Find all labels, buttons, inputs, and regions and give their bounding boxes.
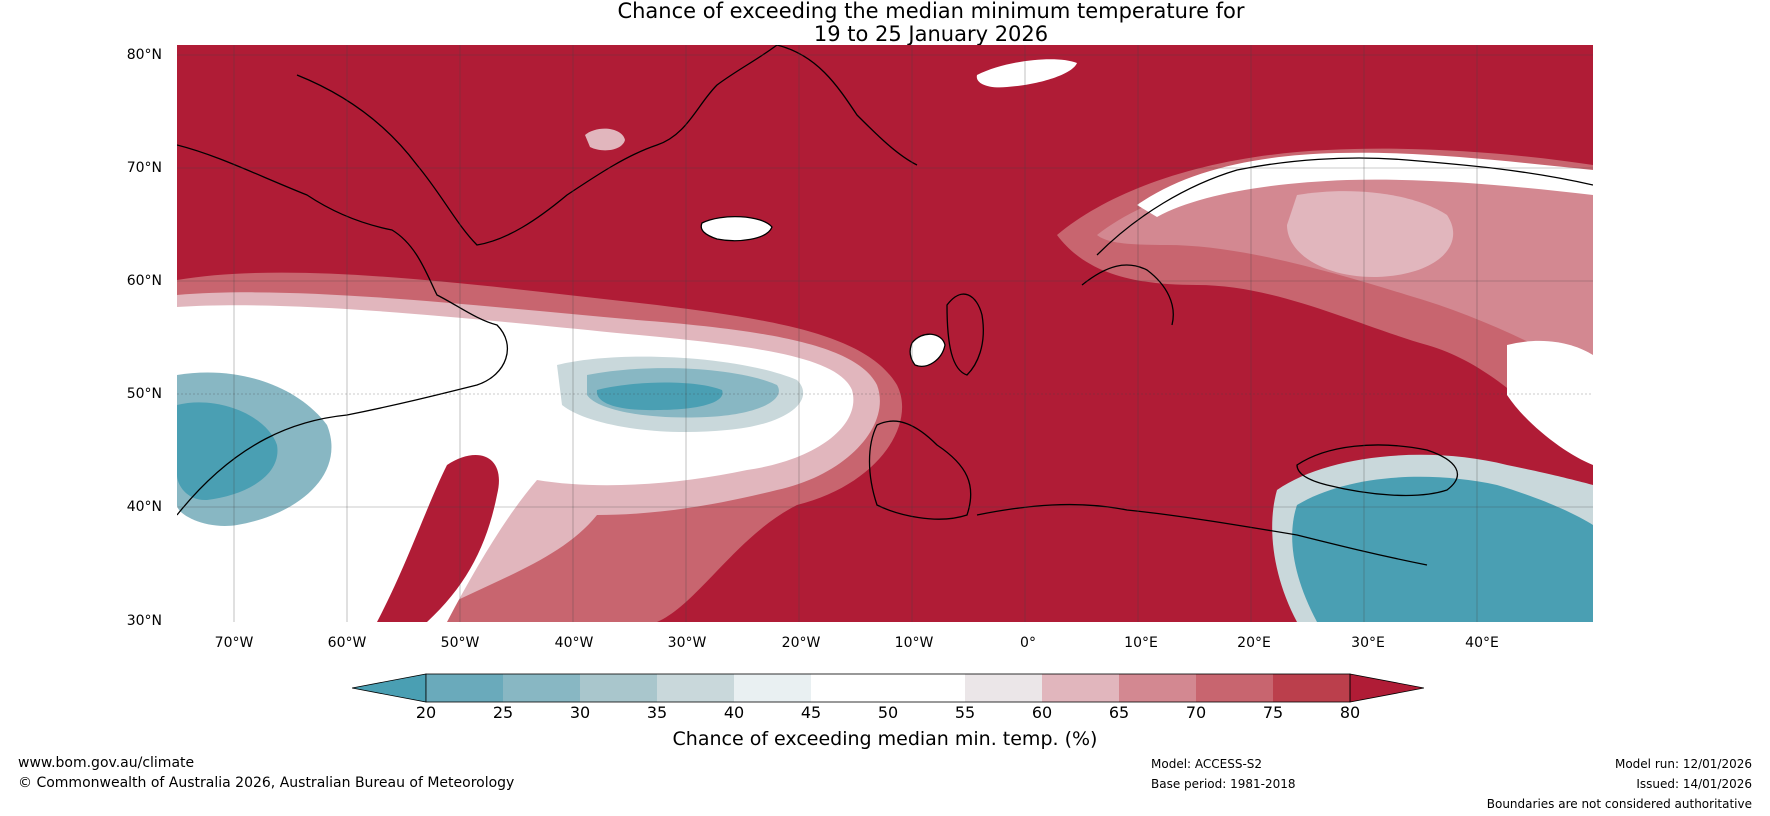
- lat-label-60n: 60°N: [126, 273, 162, 289]
- lon-label-60w: 60°W: [327, 635, 367, 651]
- lon-label-40e: 40°E: [1465, 635, 1499, 651]
- ireland-patch: [910, 334, 945, 367]
- atlantic-red-tongue: [377, 455, 499, 622]
- website-link[interactable]: www.bom.gov.au/climate: [18, 755, 195, 771]
- lon-label-30e: 30°E: [1351, 635, 1385, 651]
- lon-label-50w: 50°W: [440, 635, 480, 651]
- colorbar: [352, 673, 1424, 703]
- probability-map: [177, 45, 1593, 622]
- lon-label-10e: 10°E: [1124, 635, 1158, 651]
- issued-text: Issued: 14/01/2026: [1636, 777, 1752, 791]
- lat-label-70n: 70°N: [126, 160, 162, 176]
- colorbar-tick-70: 70: [1185, 703, 1207, 722]
- map-title-line1: Chance of exceeding the median minimum t…: [617, 0, 1245, 23]
- colorbar-tick-60: 60: [1031, 703, 1053, 722]
- north-america-deep-cool: [177, 402, 278, 501]
- colorbar-segment-30-35: [580, 674, 657, 702]
- colorbar-segment-40-45: [734, 674, 811, 702]
- coastlines: [177, 45, 1593, 566]
- colorbar-tick-20: 20: [415, 703, 437, 722]
- colorbar-title: Chance of exceeding median min. temp. (%…: [672, 728, 1098, 750]
- colorbar-segment-45-50: [811, 674, 888, 702]
- lon-label-20e: 20°E: [1237, 635, 1271, 651]
- model-run-text: Model run: 12/01/2026: [1614, 757, 1752, 771]
- colorbar-tick-65: 65: [1108, 703, 1130, 722]
- colorbar-frame: [425, 673, 1351, 703]
- graticule: [177, 45, 1593, 622]
- lon-label-70w: 70°W: [214, 635, 254, 651]
- iceland-patch: [701, 216, 772, 241]
- colorbar-segment-60-65: [1042, 674, 1119, 702]
- colorbar-low-arrow: [352, 673, 427, 703]
- copyright-text: © Commonwealth of Australia 2026, Austra…: [18, 775, 515, 791]
- greenland-patch: [585, 128, 625, 151]
- colorbar-tick-40: 40: [723, 703, 745, 722]
- disclaimer-text: Boundaries are not considered authoritat…: [1486, 797, 1752, 811]
- colorbar-tick-50: 50: [877, 703, 899, 722]
- colorbar-segment-25-30: [503, 674, 580, 702]
- middle-east-blue: [1292, 476, 1593, 622]
- map-canvas: [177, 45, 1593, 622]
- colorbar-segment-65-70: [1119, 674, 1196, 702]
- lon-label-10w: 10°W: [894, 635, 934, 651]
- east-europe-light: [1287, 191, 1454, 278]
- colorbar-high-arrow: [1349, 673, 1424, 703]
- lat-label-80n: 80°N: [126, 47, 162, 63]
- lon-label-40w: 40°W: [554, 635, 594, 651]
- east-neutral: [1507, 340, 1593, 465]
- colorbar-segment-70-75: [1196, 674, 1273, 702]
- colorbar-tick-75: 75: [1262, 703, 1284, 722]
- atlantic-deep-blue: [596, 382, 723, 411]
- lat-label-40n: 40°N: [126, 499, 162, 515]
- colorbar-segment-75-80: [1273, 674, 1350, 702]
- colorbar-segment-35-40: [657, 674, 734, 702]
- colorbar-tick-35: 35: [646, 703, 668, 722]
- colorbar-tick-30: 30: [569, 703, 591, 722]
- colorbar-tick-45: 45: [800, 703, 822, 722]
- lon-label-30w: 30°W: [667, 635, 707, 651]
- map-title-line2: 19 to 25 January 2026: [813, 22, 1049, 46]
- colorbar-tick-25: 25: [492, 703, 514, 722]
- colorbar-tick-55: 55: [954, 703, 976, 722]
- lon-label-20w: 20°W: [781, 635, 821, 651]
- colorbar-segment-20-25: [426, 674, 503, 702]
- base-period-text: Base period: 1981-2018: [1151, 777, 1296, 791]
- lon-label-0: 0°: [1020, 635, 1036, 651]
- colorbar-segment-50-55: [888, 674, 965, 702]
- arctic-patch: [976, 59, 1077, 88]
- lat-label-30n: 30°N: [126, 613, 162, 629]
- colorbar-segment-55-60: [965, 674, 1042, 702]
- lat-label-50n: 50°N: [126, 386, 162, 402]
- colorbar-tick-80: 80: [1339, 703, 1361, 722]
- model-text: Model: ACCESS-S2: [1151, 757, 1263, 771]
